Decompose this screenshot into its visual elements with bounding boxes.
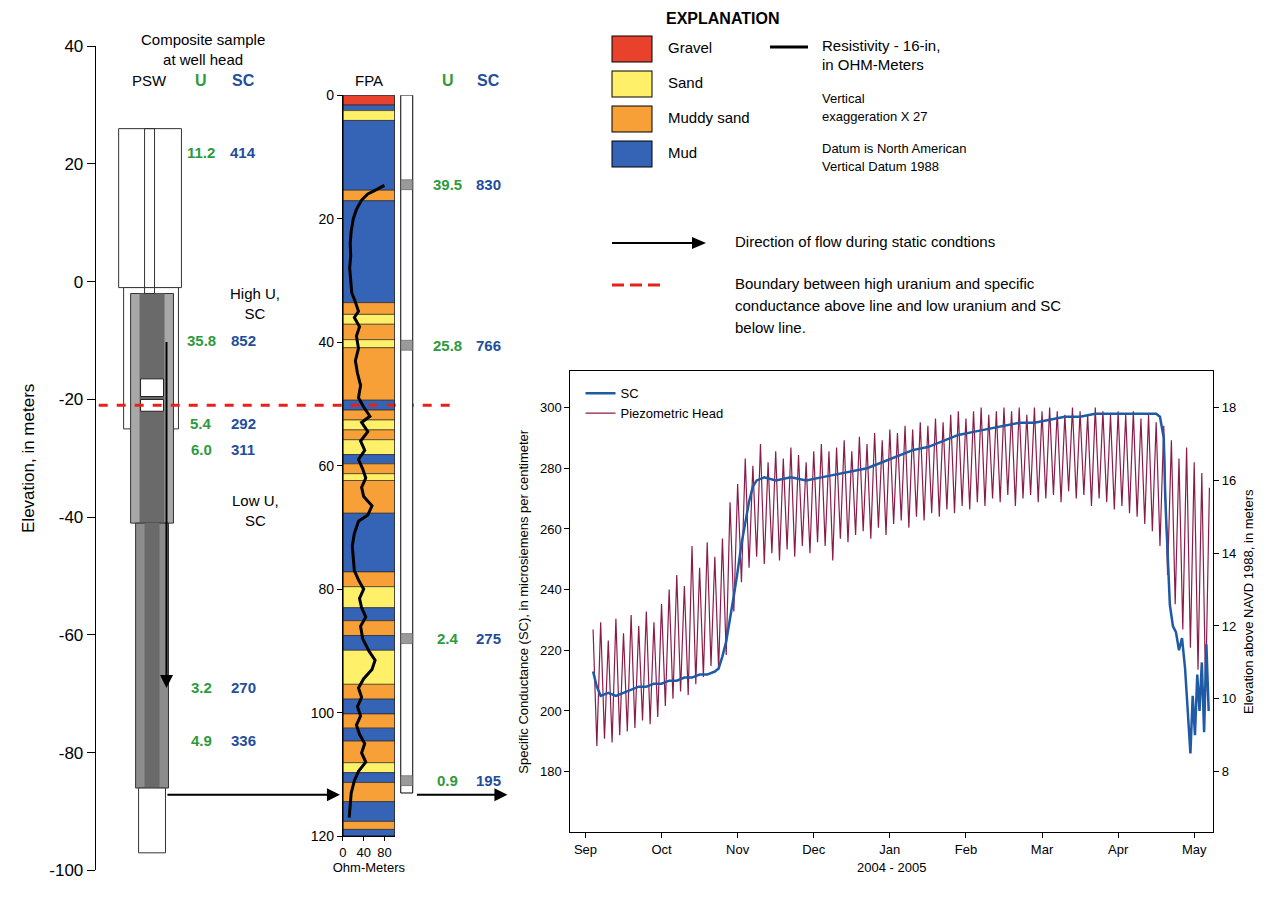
svg-text:8: 8 <box>1222 764 1229 779</box>
svg-text:in OHM-Meters: in OHM-Meters <box>822 56 924 73</box>
svg-text:Resistivity - 16-in,: Resistivity - 16-in, <box>822 37 940 54</box>
svg-text:High U,SC: High U,SC <box>230 285 280 322</box>
svg-text:Vertical: Vertical <box>822 91 865 106</box>
svg-text:Mud: Mud <box>668 144 697 161</box>
svg-text:Piezometric Head: Piezometric Head <box>621 406 724 421</box>
svg-text:Elevation, in meters: Elevation, in meters <box>19 384 38 533</box>
svg-text:Elevation above NAVD 1988, in: Elevation above NAVD 1988, in meters <box>1241 489 1256 714</box>
svg-text:-40: -40 <box>59 508 84 527</box>
svg-text:FPA: FPA <box>355 72 383 89</box>
svg-text:20: 20 <box>64 155 83 174</box>
svg-text:Sand: Sand <box>668 74 703 91</box>
svg-text:2004 - 2005: 2004 - 2005 <box>857 860 926 875</box>
svg-text:0.9: 0.9 <box>437 772 458 789</box>
svg-text:14: 14 <box>1222 546 1236 561</box>
svg-text:Nov: Nov <box>726 842 750 857</box>
svg-text:exaggeration X 27: exaggeration X 27 <box>822 109 928 124</box>
svg-text:25.8: 25.8 <box>433 337 462 354</box>
svg-text:conductance above line and low: conductance above line and low uranium a… <box>735 297 1061 314</box>
svg-text:0: 0 <box>74 273 83 292</box>
svg-text:Direction of flow during stati: Direction of flow during static condtion… <box>735 233 995 250</box>
svg-text:414: 414 <box>230 144 256 161</box>
svg-text:Low U,SC: Low U,SC <box>232 492 279 529</box>
svg-text:6.0: 6.0 <box>191 441 212 458</box>
svg-text:Vertical Datum 1988: Vertical Datum 1988 <box>822 159 939 174</box>
svg-text:766: 766 <box>476 337 501 354</box>
svg-text:Dec: Dec <box>802 842 826 857</box>
svg-text:-100: -100 <box>49 861 83 880</box>
svg-text:Feb: Feb <box>955 842 977 857</box>
svg-text:SC: SC <box>621 386 639 401</box>
svg-text:SC: SC <box>477 72 500 89</box>
svg-text:80: 80 <box>319 581 335 597</box>
svg-text:Sep: Sep <box>574 842 597 857</box>
svg-text:-20: -20 <box>59 390 84 409</box>
svg-text:240: 240 <box>540 582 562 597</box>
svg-text:Mar: Mar <box>1031 842 1054 857</box>
svg-text:0: 0 <box>339 845 346 860</box>
svg-text:195: 195 <box>476 772 501 789</box>
svg-text:Muddy sand: Muddy sand <box>668 109 750 126</box>
svg-text:200: 200 <box>540 704 562 719</box>
svg-text:Apr: Apr <box>1108 842 1129 857</box>
svg-text:40: 40 <box>64 37 83 56</box>
svg-text:EXPLANATION: EXPLANATION <box>666 10 779 27</box>
svg-text:Datum is North American: Datum is North American <box>822 141 967 156</box>
svg-text:35.8: 35.8 <box>187 332 216 349</box>
svg-text:11.2: 11.2 <box>187 144 215 161</box>
svg-text:0: 0 <box>326 87 334 103</box>
svg-text:220: 220 <box>540 643 562 658</box>
svg-text:Oct: Oct <box>651 842 672 857</box>
svg-text:3.2: 3.2 <box>191 679 212 696</box>
svg-text:4.9: 4.9 <box>191 732 212 749</box>
svg-text:311: 311 <box>231 441 255 458</box>
svg-text:Boundary between high uranium: Boundary between high uranium and specif… <box>735 275 1035 292</box>
svg-text:May: May <box>1182 842 1207 857</box>
svg-text:Gravel: Gravel <box>668 39 712 56</box>
svg-text:Specific Conductance (SC), in: Specific Conductance (SC), in microsieme… <box>516 429 531 774</box>
svg-text:280: 280 <box>540 461 562 476</box>
svg-text:5.4: 5.4 <box>190 415 212 432</box>
svg-text:40: 40 <box>319 334 335 350</box>
svg-text:Ohm-Meters: Ohm-Meters <box>333 860 406 875</box>
svg-text:2.4: 2.4 <box>437 630 459 647</box>
svg-text:PSW: PSW <box>132 72 167 89</box>
svg-text:180: 180 <box>540 764 562 779</box>
svg-text:100: 100 <box>311 705 335 721</box>
svg-text:300: 300 <box>540 400 562 415</box>
svg-text:Composite sampleat well head: Composite sampleat well head <box>141 31 265 68</box>
svg-text:-60: -60 <box>59 626 84 645</box>
svg-text:U: U <box>442 72 454 89</box>
svg-text:260: 260 <box>540 522 562 537</box>
svg-text:12: 12 <box>1222 619 1236 634</box>
svg-text:292: 292 <box>231 415 256 432</box>
svg-text:below line.: below line. <box>735 319 806 336</box>
svg-text:40: 40 <box>356 845 370 860</box>
svg-text:39.5: 39.5 <box>433 176 462 193</box>
svg-text:120: 120 <box>311 828 335 844</box>
svg-text:-80: -80 <box>59 744 84 763</box>
svg-text:275: 275 <box>476 630 501 647</box>
svg-text:270: 270 <box>231 679 256 696</box>
svg-text:336: 336 <box>231 732 256 749</box>
svg-text:16: 16 <box>1222 473 1236 488</box>
svg-text:60: 60 <box>319 458 335 474</box>
svg-text:80: 80 <box>377 845 391 860</box>
svg-text:20: 20 <box>319 211 335 227</box>
svg-text:852: 852 <box>231 332 256 349</box>
svg-text:Jan: Jan <box>879 842 900 857</box>
svg-text:10: 10 <box>1222 691 1236 706</box>
svg-text:18: 18 <box>1222 400 1236 415</box>
svg-text:SC: SC <box>232 72 255 89</box>
svg-text:830: 830 <box>476 176 501 193</box>
svg-text:U: U <box>195 72 207 89</box>
